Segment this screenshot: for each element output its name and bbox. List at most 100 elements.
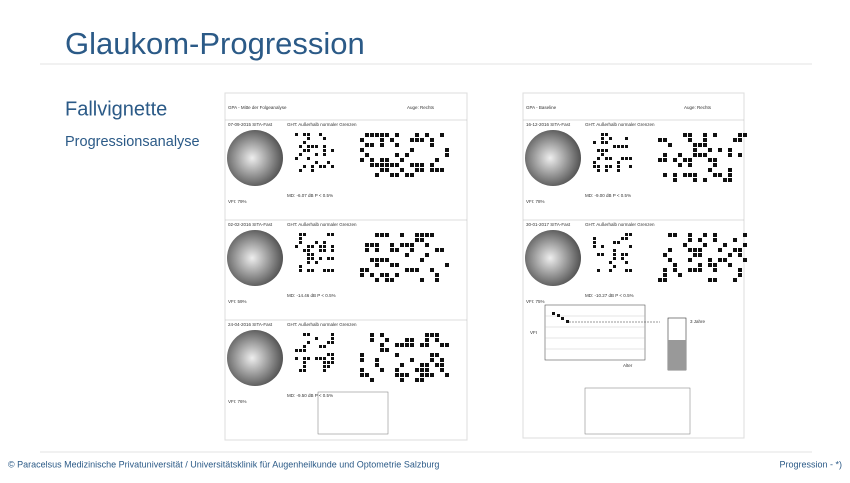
visual-field	[525, 130, 581, 186]
deviation-square	[601, 245, 604, 248]
deviation-square	[613, 253, 616, 256]
deviation-square	[703, 138, 707, 142]
deviation-square	[738, 138, 742, 142]
deviation-square	[673, 263, 677, 267]
deviation-square	[617, 165, 620, 168]
deviation-square	[420, 368, 424, 372]
deviation-square	[331, 337, 334, 340]
vfi-point	[557, 314, 560, 317]
deviation-square	[688, 248, 692, 252]
deviation-square	[708, 278, 712, 282]
deviation-square	[327, 269, 330, 272]
deviation-square	[713, 268, 717, 272]
deviation-square	[617, 161, 620, 164]
deviation-square	[315, 153, 318, 156]
deviation-square	[617, 145, 620, 148]
deviation-square	[625, 237, 628, 240]
deviation-square	[410, 243, 414, 247]
deviation-square	[613, 249, 616, 252]
deviation-square	[303, 357, 306, 360]
deviation-square	[385, 133, 389, 137]
deviation-square	[331, 361, 334, 364]
deviation-square	[380, 258, 384, 262]
deviation-square	[385, 233, 389, 237]
deviation-square	[605, 149, 608, 152]
deviation-square	[323, 269, 326, 272]
deviation-square	[299, 349, 302, 352]
deviation-square	[693, 173, 697, 177]
deviation-square	[327, 257, 330, 260]
deviation-square	[331, 165, 334, 168]
deviation-square	[303, 233, 306, 236]
deviation-square	[609, 165, 612, 168]
visual-field	[227, 130, 283, 186]
deviation-square	[597, 149, 600, 152]
deviation-square	[415, 138, 419, 142]
deviation-square	[601, 141, 604, 144]
deviation-square	[728, 253, 732, 257]
deviation-square	[299, 269, 302, 272]
test-date: 02-02-2016 SITA-Fast	[228, 222, 273, 227]
deviation-square	[430, 353, 434, 357]
deviation-square	[698, 143, 702, 147]
deviation-square	[613, 257, 616, 260]
deviation-square	[395, 153, 399, 157]
deviation-square	[663, 158, 667, 162]
deviation-square	[410, 163, 414, 167]
deviation-square	[621, 145, 624, 148]
deviation-square	[299, 265, 302, 268]
deviation-square	[597, 157, 600, 160]
left-notes-box	[317, 391, 389, 435]
deviation-square	[360, 358, 364, 362]
test-vfi: VFI: 75%	[526, 299, 545, 304]
deviation-square	[430, 233, 434, 237]
deviation-square	[733, 278, 737, 282]
deviation-square	[420, 163, 424, 167]
deviation-square	[410, 248, 414, 252]
vfi-frame	[544, 304, 646, 361]
deviation-square	[380, 138, 384, 142]
deviation-square	[435, 278, 439, 282]
deviation-square	[625, 157, 628, 160]
deviation-square	[663, 253, 667, 257]
deviation-square	[319, 357, 322, 360]
deviation-square	[299, 145, 302, 148]
slide-title: Glaukom-Progression	[65, 26, 365, 61]
deviation-square	[380, 348, 384, 352]
deviation-square	[440, 248, 444, 252]
deviation-square	[365, 133, 369, 137]
deviation-square	[683, 243, 687, 247]
deviation-square	[365, 268, 369, 272]
deviation-square	[303, 165, 306, 168]
deviation-square	[703, 233, 707, 237]
deviation-square	[663, 138, 667, 142]
test-vfi: VFI: 76%	[228, 399, 247, 404]
deviation-square	[738, 253, 742, 257]
deviation-square	[629, 269, 632, 272]
footer-left: © Paracelsus Medizinische Privatuniversi…	[8, 459, 439, 469]
deviation-square	[613, 265, 616, 268]
deviation-square	[410, 268, 414, 272]
deviation-square	[440, 363, 444, 367]
deviation-square	[703, 153, 707, 157]
deviation-square	[311, 269, 314, 272]
deviation-square	[621, 253, 624, 256]
deviation-square	[323, 365, 326, 368]
vfi-x-label: Alter	[623, 363, 633, 368]
deviation-square	[331, 245, 334, 248]
deviation-square	[621, 257, 624, 260]
deviation-square	[410, 138, 414, 142]
deviation-square	[405, 373, 409, 377]
visual-field	[227, 330, 283, 386]
deviation-square	[425, 243, 429, 247]
deviation-square	[425, 333, 429, 337]
deviation-square	[380, 368, 384, 372]
vfi-note: 3 Jahre	[690, 319, 706, 324]
deviation-square	[307, 245, 310, 248]
deviation-square	[299, 241, 302, 244]
deviation-square	[673, 173, 677, 177]
deviation-square	[375, 233, 379, 237]
deviation-square	[375, 173, 379, 177]
deviation-square	[385, 273, 389, 277]
